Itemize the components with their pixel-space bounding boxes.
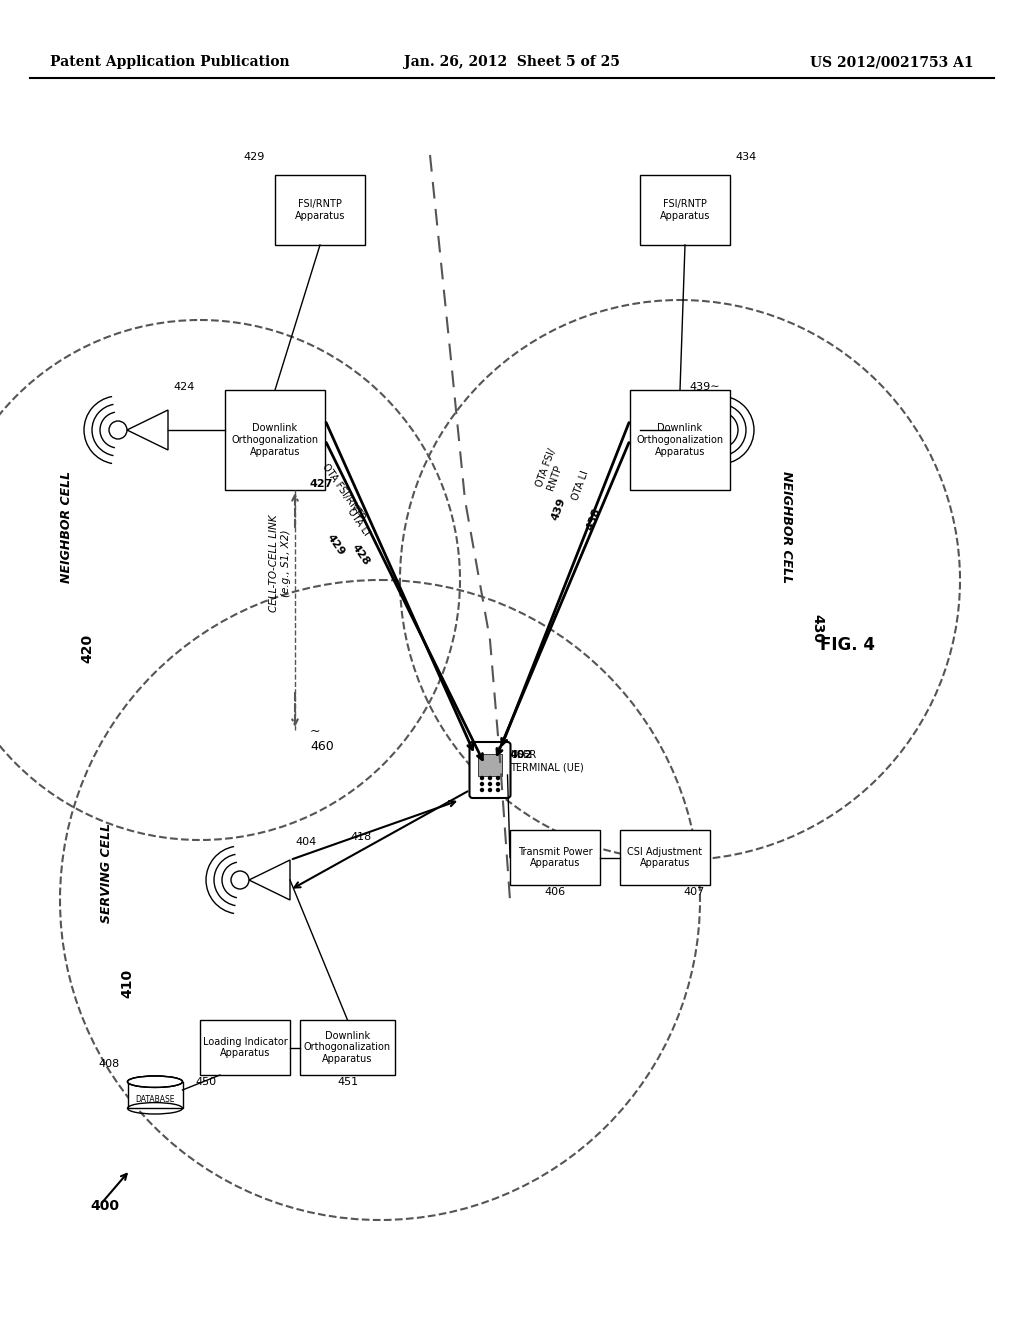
- Circle shape: [488, 776, 492, 780]
- Text: FIG. 4: FIG. 4: [820, 636, 874, 653]
- Text: 428: 428: [350, 543, 372, 568]
- Circle shape: [480, 776, 483, 780]
- Text: NEIGHBOR CELL: NEIGHBOR CELL: [780, 471, 793, 583]
- Circle shape: [497, 788, 500, 792]
- Text: US 2012/0021753 A1: US 2012/0021753 A1: [810, 55, 974, 69]
- Text: Patent Application Publication: Patent Application Publication: [50, 55, 290, 69]
- Text: 429: 429: [244, 152, 265, 162]
- Text: 450: 450: [195, 1077, 216, 1086]
- FancyBboxPatch shape: [300, 1020, 395, 1074]
- Text: CELL-TO-CELL LINK
(e.g., S1, X2): CELL-TO-CELL LINK (e.g., S1, X2): [269, 515, 291, 612]
- Text: 402: 402: [510, 750, 534, 760]
- Text: 438: 438: [585, 507, 602, 532]
- Text: DATABASE: DATABASE: [135, 1096, 175, 1105]
- Text: 420: 420: [80, 634, 94, 663]
- Text: 427: 427: [310, 479, 334, 488]
- Text: 408: 408: [98, 1059, 120, 1069]
- Text: 429: 429: [325, 532, 347, 557]
- Text: USER
TERMINAL (UE): USER TERMINAL (UE): [510, 750, 584, 772]
- Text: Loading Indicator
Apparatus: Loading Indicator Apparatus: [203, 1036, 288, 1059]
- Text: 418: 418: [350, 832, 372, 842]
- Text: Downlink
Orthogonalization
Apparatus: Downlink Orthogonalization Apparatus: [231, 424, 318, 457]
- FancyBboxPatch shape: [275, 176, 365, 246]
- Text: Jan. 26, 2012  Sheet 5 of 25: Jan. 26, 2012 Sheet 5 of 25: [404, 55, 620, 69]
- Text: 410: 410: [120, 969, 134, 998]
- Text: 407: 407: [684, 887, 705, 898]
- Text: OTA FSI/
RNTP: OTA FSI/ RNTP: [535, 446, 569, 492]
- Text: CSI Adjustment
Apparatus: CSI Adjustment Apparatus: [628, 846, 702, 869]
- Circle shape: [488, 783, 492, 785]
- Circle shape: [497, 783, 500, 785]
- FancyBboxPatch shape: [128, 1081, 182, 1109]
- Text: ~
460: ~ 460: [310, 725, 334, 752]
- Text: OTA LI: OTA LI: [345, 506, 371, 537]
- Text: 430: 430: [810, 614, 824, 643]
- Circle shape: [480, 783, 483, 785]
- Text: OTA FSI/RNTP: OTA FSI/RNTP: [319, 462, 367, 521]
- FancyBboxPatch shape: [640, 176, 730, 246]
- FancyBboxPatch shape: [225, 389, 325, 490]
- Text: 439∼: 439∼: [690, 381, 720, 392]
- Text: Downlink
Orthogonalization
Apparatus: Downlink Orthogonalization Apparatus: [637, 424, 724, 457]
- Circle shape: [488, 788, 492, 792]
- Text: 404: 404: [295, 837, 316, 847]
- Text: Transmit Power
Apparatus: Transmit Power Apparatus: [518, 846, 592, 869]
- Ellipse shape: [128, 1076, 182, 1088]
- FancyBboxPatch shape: [630, 389, 730, 490]
- Text: 424: 424: [173, 381, 195, 392]
- Text: FSI/RNTP
Apparatus: FSI/RNTP Apparatus: [295, 199, 345, 220]
- Circle shape: [497, 776, 500, 780]
- Text: 406: 406: [545, 887, 565, 898]
- FancyBboxPatch shape: [478, 754, 502, 776]
- FancyBboxPatch shape: [620, 830, 710, 884]
- Text: Downlink
Orthogonalization
Apparatus: Downlink Orthogonalization Apparatus: [304, 1031, 391, 1064]
- Text: 451: 451: [337, 1077, 358, 1086]
- Text: NEIGHBOR CELL: NEIGHBOR CELL: [60, 471, 73, 583]
- FancyBboxPatch shape: [200, 1020, 290, 1074]
- Text: FSI/RNTP
Apparatus: FSI/RNTP Apparatus: [659, 199, 711, 220]
- Text: 439: 439: [550, 496, 567, 521]
- FancyBboxPatch shape: [469, 742, 511, 799]
- Text: OTA LI: OTA LI: [570, 470, 590, 502]
- Circle shape: [480, 788, 483, 792]
- Text: SERVING CELL: SERVING CELL: [100, 822, 113, 923]
- FancyBboxPatch shape: [510, 830, 600, 884]
- Text: 434: 434: [735, 152, 757, 162]
- Text: 400: 400: [90, 1199, 120, 1213]
